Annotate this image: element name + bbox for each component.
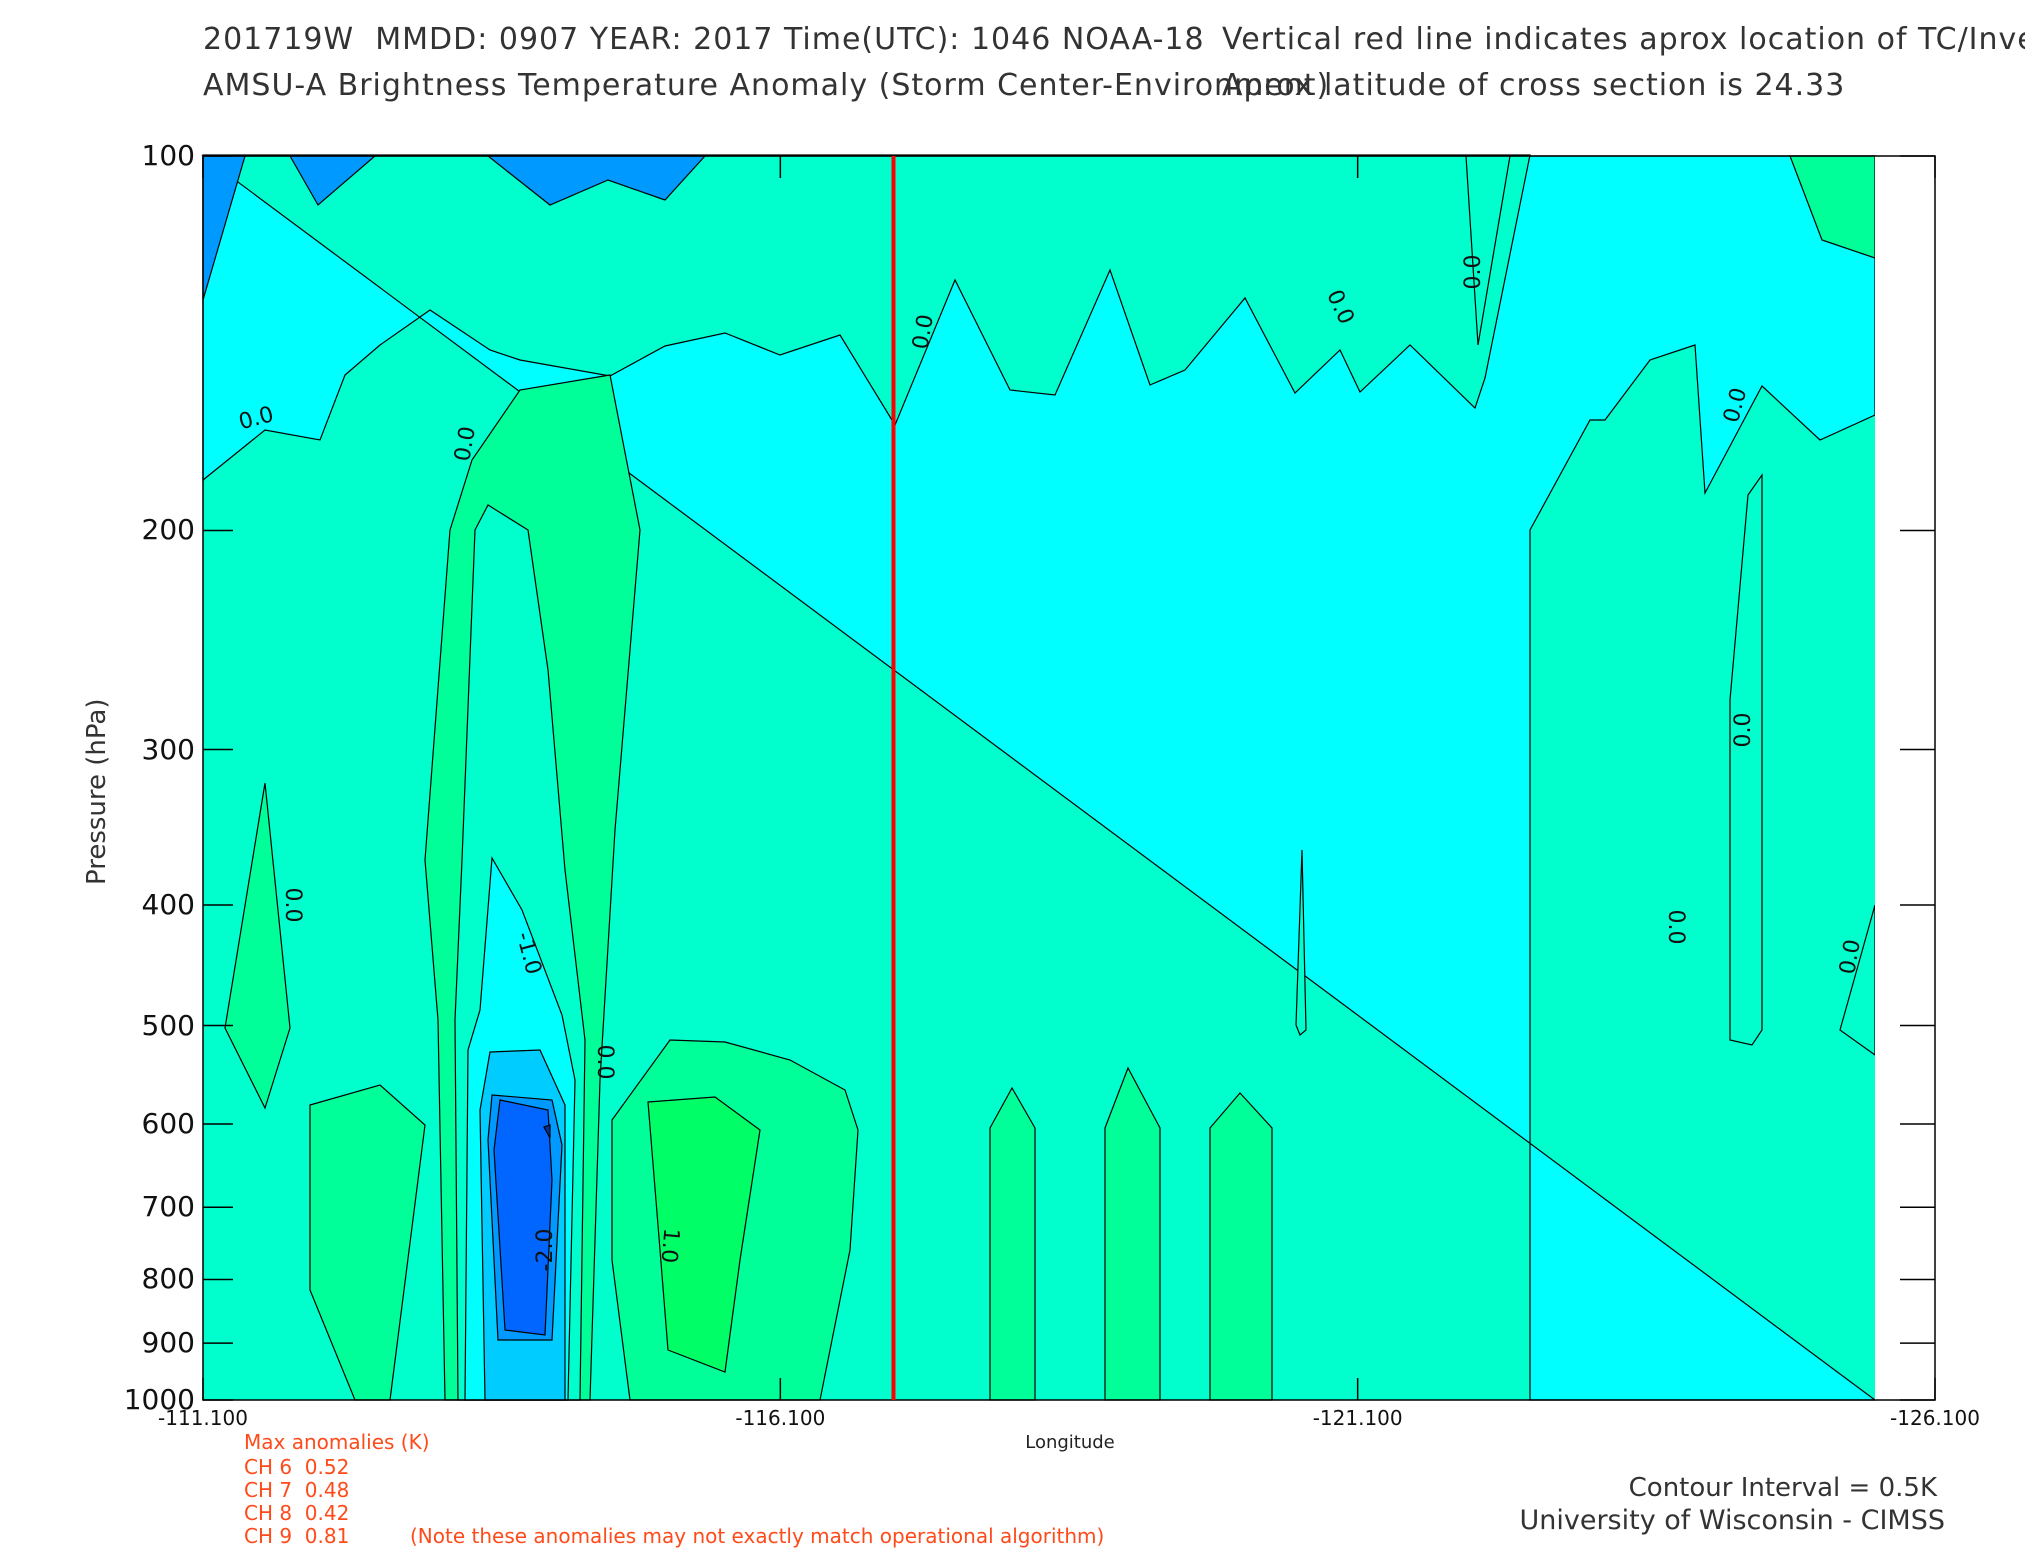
contour-label: 0.0 bbox=[1663, 910, 1688, 945]
contour-fill-pos-spike-3 bbox=[1209, 1092, 1273, 1401]
contour-label: 0.0 bbox=[592, 1045, 617, 1080]
contour-label: 0.0 bbox=[908, 312, 939, 351]
contour-labels: 0.00.00.00.00.00.00.00.00.00.00.0-1.0-2.… bbox=[236, 255, 1866, 1272]
contour-interval-label: Contour Interval = 0.5K bbox=[1628, 1473, 1937, 1503]
contour-label: 0.0 bbox=[1731, 713, 1756, 748]
y-tick-label: 700 bbox=[141, 1190, 195, 1224]
y-tick-label: 100 bbox=[141, 139, 195, 172]
contour-label: 1.0 bbox=[655, 1227, 683, 1264]
x-axis-label: Longitude bbox=[1025, 1432, 1115, 1453]
credit-label: University of Wisconsin - CIMSS bbox=[1519, 1505, 1945, 1536]
header-title-line1: 201719W MMDD: 0907 YEAR: 2017 Time(UTC):… bbox=[203, 22, 1205, 57]
contour-fill-thin-spike bbox=[1295, 849, 1307, 1036]
y-tick-label: 400 bbox=[141, 887, 195, 921]
x-tick-label: -111.100 bbox=[158, 1406, 248, 1430]
contour-label: -2.0 bbox=[533, 1229, 558, 1272]
anomaly-row-ch9: CH 9 0.81 bbox=[244, 1524, 350, 1548]
plot-frame bbox=[202, 155, 1936, 1401]
y-tick-label: 200 bbox=[141, 513, 195, 547]
x-tick-label: -121.100 bbox=[1312, 1406, 1403, 1430]
x-tick-marks bbox=[202, 156, 1936, 1400]
anomalies-note: (Note these anomalies may not exactly ma… bbox=[410, 1524, 1105, 1548]
contour-label: 0.0 bbox=[1835, 937, 1866, 976]
contour-fill-pos-1 bbox=[647, 1096, 761, 1373]
header-note-line1: Vertical red line indicates aprox locati… bbox=[1222, 22, 2025, 57]
y-tick-label: 900 bbox=[141, 1326, 195, 1360]
y-tick-label: 800 bbox=[141, 1262, 195, 1296]
header-note-line2: Aprox latitude of cross section is 24.33 bbox=[1222, 68, 1846, 103]
contour-fill-neg-2 bbox=[493, 1099, 553, 1336]
contour-fill-pos-right-spike bbox=[1729, 473, 1763, 1046]
plot-right-margin bbox=[1875, 156, 1935, 1400]
x-tick-label: -116.100 bbox=[735, 1406, 826, 1430]
y-tick-label: 500 bbox=[141, 1008, 195, 1042]
anomaly-row-ch7: CH 7 0.48 bbox=[244, 1478, 350, 1502]
anomalies-title: Max anomalies (K) bbox=[244, 1430, 430, 1454]
x-tick-label: -126.100 bbox=[1890, 1406, 1980, 1430]
contour-label: 0.0 bbox=[450, 424, 481, 463]
y-tick-label: 1000 bbox=[123, 1383, 195, 1416]
y-tick-label: 600 bbox=[141, 1107, 195, 1141]
anomaly-row-ch8: CH 8 0.42 bbox=[244, 1501, 350, 1525]
header-title-line2: AMSU-A Brightness Temperature Anomaly (S… bbox=[203, 68, 1330, 103]
y-tick-label: 300 bbox=[141, 732, 195, 766]
contour-fill-pos-left-1 bbox=[224, 782, 291, 1110]
contour-label: 0.0 bbox=[280, 888, 305, 923]
contour-fill-pos-spike-2 bbox=[1104, 1066, 1161, 1401]
y-tick-marks bbox=[203, 155, 1935, 1401]
contour-fill-pos-spike-1 bbox=[989, 1086, 1036, 1401]
contour-fill-neg-2-dot bbox=[543, 1124, 551, 1139]
y-axis-label: Pressure (hPa) bbox=[82, 698, 112, 886]
anomaly-row-ch6: CH 6 0.52 bbox=[244, 1455, 350, 1479]
contour-label: 0.0 bbox=[1461, 255, 1486, 290]
